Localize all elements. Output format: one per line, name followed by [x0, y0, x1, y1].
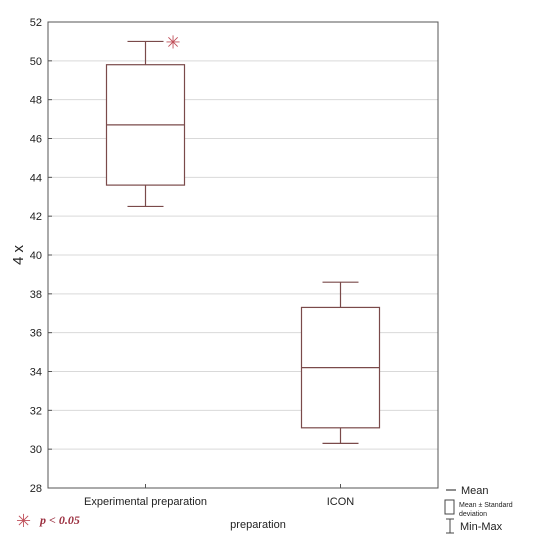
legend-mean-label: Mean: [461, 485, 489, 497]
y-tick-label: 44: [30, 172, 42, 184]
box-2: [300, 281, 381, 444]
legend: Mean Mean ± Standard deviation Min-Max: [444, 485, 513, 534]
box-1: ✳: [105, 32, 186, 208]
y-tick-label: 36: [30, 328, 42, 340]
y-tick-label: 48: [30, 95, 42, 107]
y-tick-label: 30: [30, 444, 42, 456]
x-tick-label: Experimental preparation: [84, 496, 207, 508]
y-tick-label: 40: [30, 250, 42, 262]
y-tick-label: 52: [30, 17, 42, 29]
significance-asterisk-icon: ✳: [166, 32, 181, 52]
y-tick-label: 32: [30, 405, 42, 417]
x-tick-label: ICON: [327, 496, 355, 508]
significance-asterisk-icon: ✳: [16, 511, 31, 531]
legend-sd-swatch: [444, 499, 455, 515]
y-tick-label: 38: [30, 289, 42, 301]
legend-sd-label-line1: Mean ± Standard: [459, 502, 513, 509]
y-axis-title: 4 x: [10, 244, 27, 265]
y-tick-label: 42: [30, 211, 42, 223]
y-tick-label: 28: [30, 483, 42, 495]
legend-minmax-label: Min-Max: [460, 521, 503, 533]
y-tick-label: 50: [30, 56, 42, 68]
y-tick-label: 46: [30, 134, 42, 146]
significance-legend: ✳ p < 0.05: [16, 511, 80, 531]
y-tick-label: 34: [30, 367, 42, 379]
legend-sd-label-line2: deviation: [459, 511, 487, 518]
x-axis-title: preparation: [230, 519, 286, 531]
significance-label: p < 0.05: [39, 513, 80, 527]
